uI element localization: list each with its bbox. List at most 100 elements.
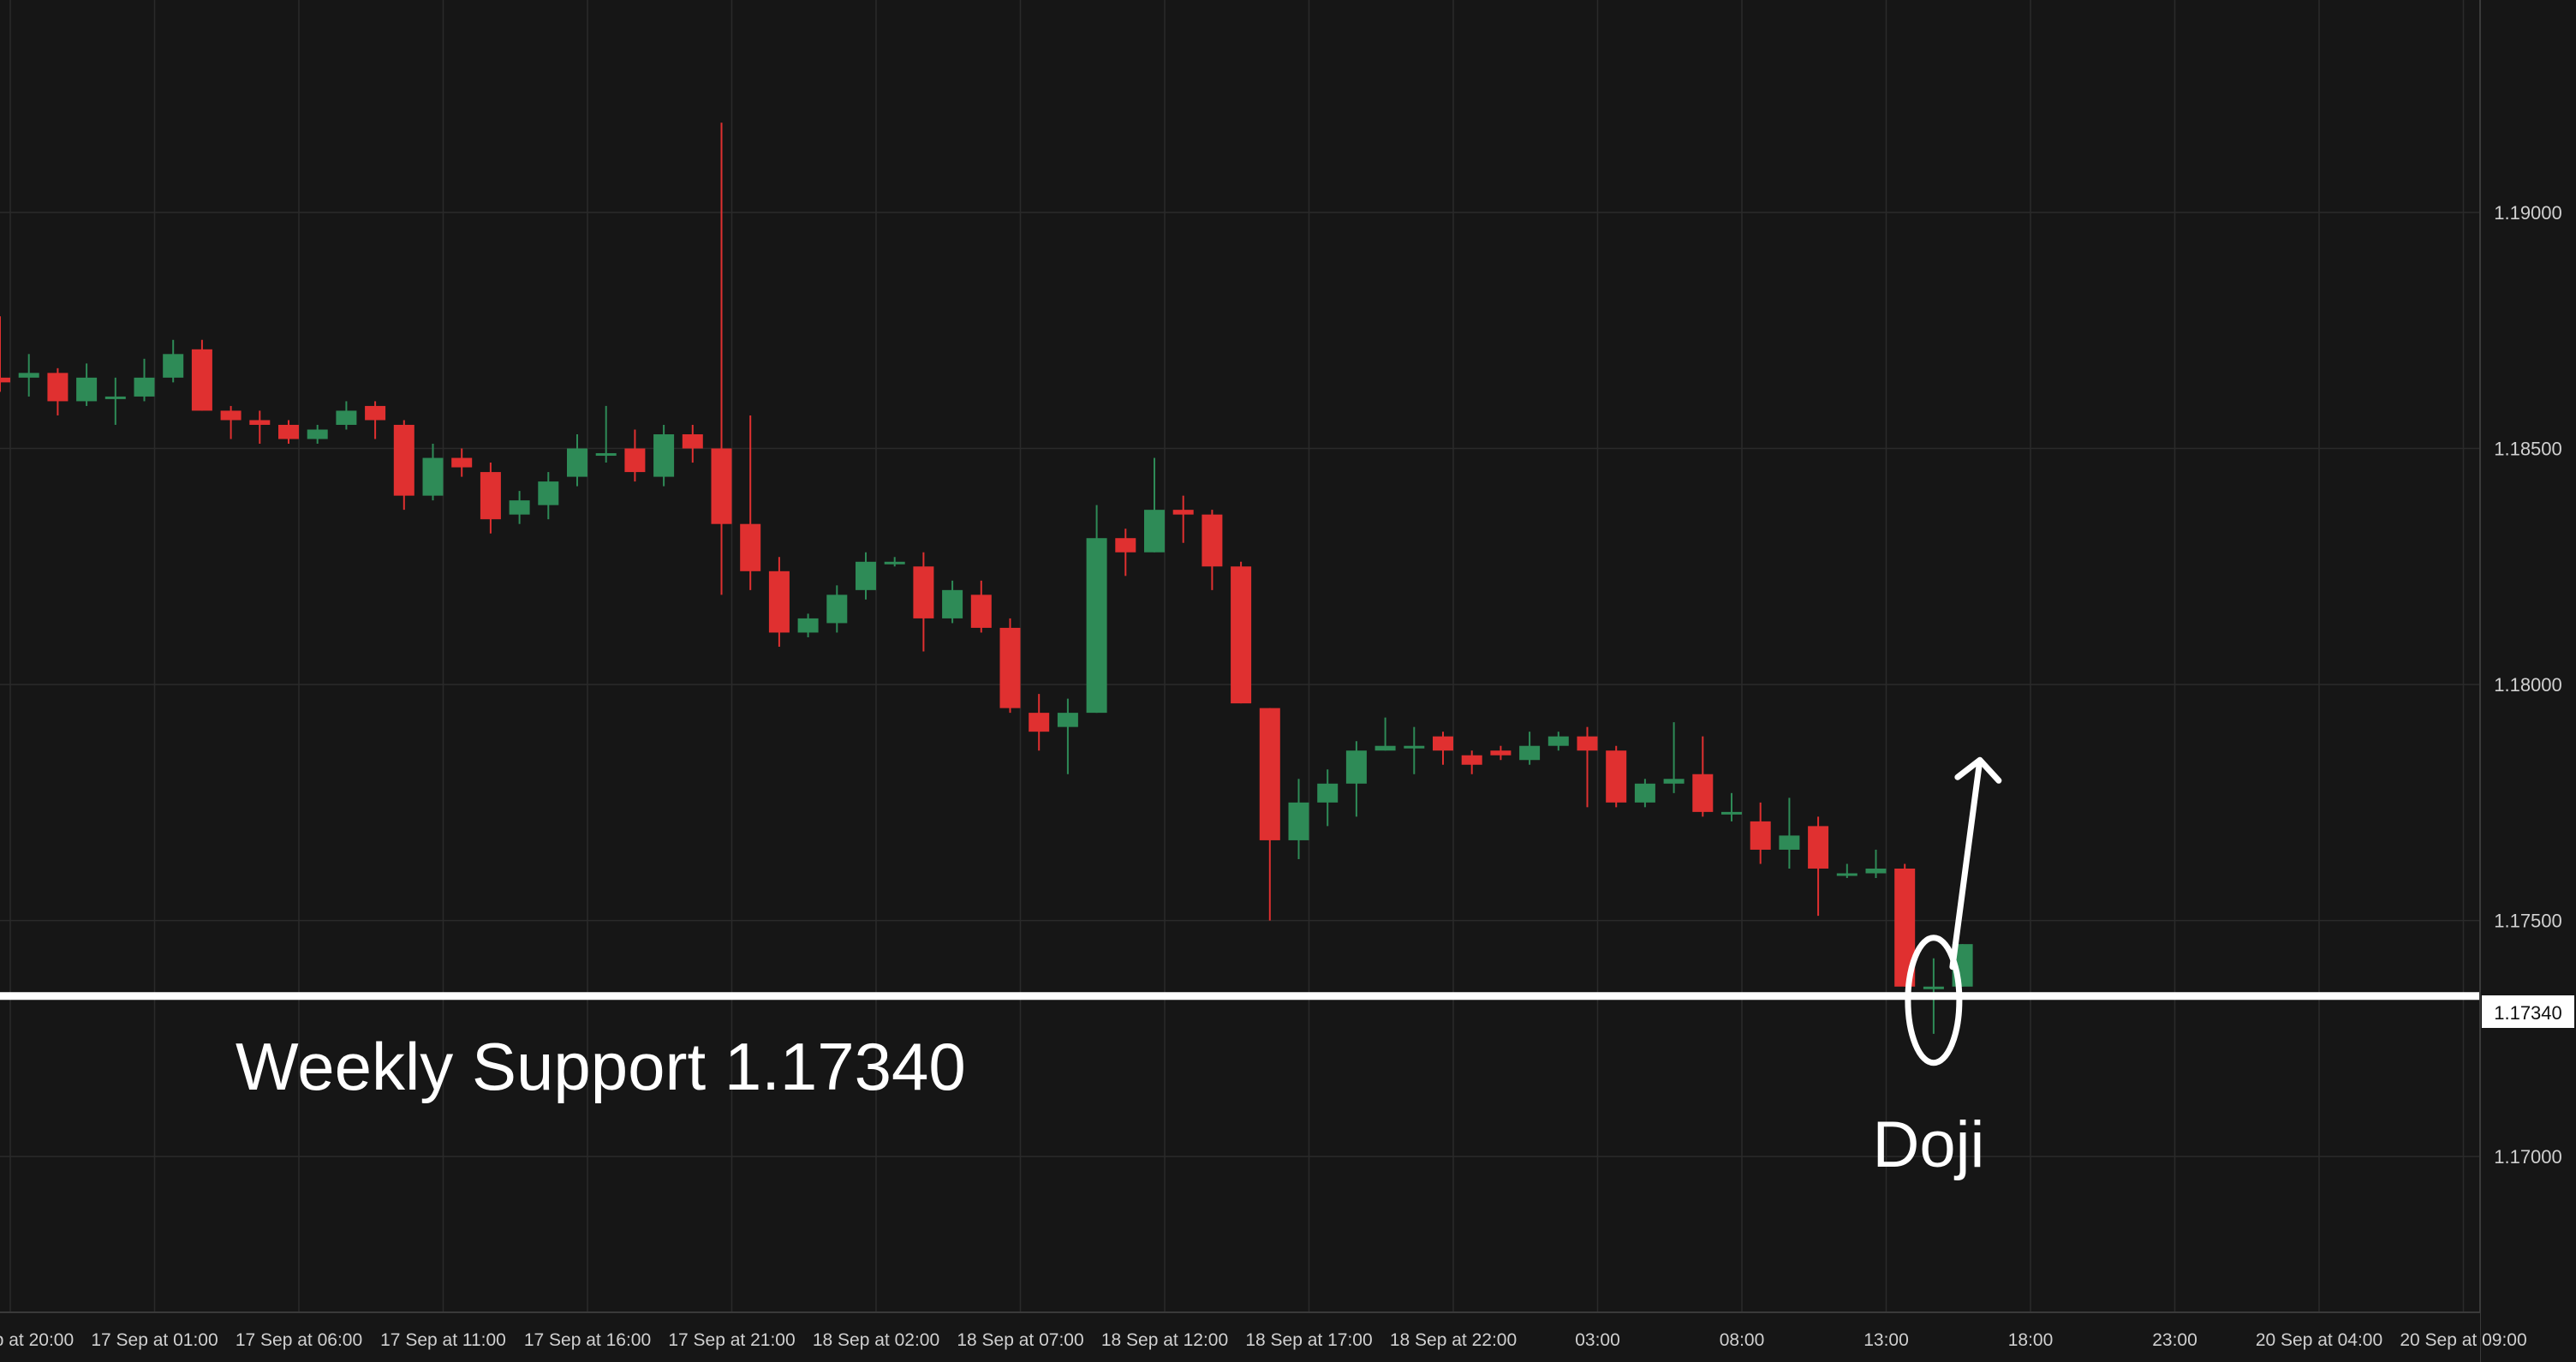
candle-body [1750,821,1771,850]
x-axis-background [0,1312,2480,1362]
candle [942,580,963,624]
candle-body [1404,745,1425,749]
x-tick-label: 20 Sep at 09:00 [2400,1330,2526,1350]
candle-body [653,433,675,477]
candle [1721,792,1742,821]
candle-body [856,561,876,590]
doji-label: Doji [1872,1108,1984,1181]
doji-highlight-ellipse [1905,935,1963,1066]
candle [76,363,98,406]
support-price-tag-text: 1.17340 [2494,1002,2562,1024]
candle-body [134,377,155,397]
candle [220,405,242,439]
candle [913,552,934,652]
candle [624,429,646,482]
candle [826,585,848,633]
candle [1086,505,1107,714]
candle-body [1519,745,1541,761]
candle [1750,802,1771,864]
y-tick-label: 1.17500 [2494,911,2562,932]
candle [682,424,703,463]
candle [1172,495,1194,543]
x-tick-label: 03:00 [1575,1330,1620,1350]
candle-body [1115,538,1136,553]
candle [1808,816,1829,917]
y-tick-label: 1.17000 [2494,1146,2562,1168]
x-tick-label: 17 Sep at 01:00 [91,1330,218,1350]
candle [768,557,790,647]
x-tick-label: 17 Sep at 21:00 [668,1330,795,1350]
candle-body [1374,745,1396,751]
x-tick-label: 17 Sep at 20:00 [0,1330,74,1350]
candle-body [826,594,848,624]
candle [480,463,501,534]
candle [1461,750,1482,774]
candle [1490,745,1512,761]
candle-body [104,396,126,399]
candle [336,401,357,430]
x-tick-label: 17 Sep at 06:00 [236,1330,362,1350]
candle [1057,698,1078,774]
y-tick-label: 1.18500 [2494,439,2562,460]
annotations-layer: Weekly Support 1.17340 Doji [0,756,2480,1181]
y-tick-labels: 1.17000 1.17500 1.18000 1.18500 1.19000 [2494,202,2562,1168]
candle [884,557,905,567]
candle [365,401,386,439]
x-tick-label: 18 Sep at 22:00 [1390,1330,1517,1350]
candle-body [1461,755,1482,765]
candle [1836,863,1857,879]
candle-body [509,500,530,515]
x-tick-label: 18 Sep at 17:00 [1245,1330,1372,1350]
candle [0,316,10,392]
candle-body [1317,783,1339,803]
candle [1865,849,1887,879]
candle [249,410,271,445]
candle-body [393,424,414,496]
candle-body [1259,708,1280,840]
candle-body [1144,510,1165,553]
candle-body [884,561,905,565]
x-tick-label: 17 Sep at 16:00 [524,1330,651,1350]
candle [1663,722,1685,793]
candle [1317,769,1339,827]
candle [1029,694,1050,751]
candle-body [1345,750,1367,784]
candle-body [567,448,587,477]
support-price-tag [2482,995,2574,1028]
candle-body [47,373,69,402]
candle-body [624,448,646,473]
candle [595,405,617,463]
candle-body [249,420,271,425]
y-tick-label: 1.18000 [2494,674,2562,696]
y-tick-label: 1.19000 [2494,202,2562,224]
candle-body [1836,873,1857,876]
candle [740,415,761,590]
candle [1144,457,1165,553]
candle-body [1288,802,1309,840]
candle [1202,510,1223,590]
candle [163,339,184,383]
x-tick-label: 18:00 [2008,1330,2054,1350]
candle-body [1923,986,1944,989]
candle-body [711,448,732,524]
x-tick-label: 08:00 [1720,1330,1765,1350]
candle [509,491,530,524]
candle-body [451,457,473,468]
candle [104,377,126,425]
candle-body [0,377,10,383]
candle-body [1433,736,1453,751]
candle-body [1057,713,1078,727]
y-axis: 1.17000 1.17500 1.18000 1.18500 1.19000 1.17… [2479,0,2576,1362]
candle-body [682,433,703,449]
candle-body [1634,783,1655,803]
candle-body [480,472,501,520]
candle [1374,717,1396,751]
candle [1577,726,1598,808]
candle-body [913,566,934,618]
candle [1692,736,1714,817]
candle [1115,529,1136,576]
x-tick-label: 13:00 [1863,1330,1909,1350]
candle [1606,745,1627,808]
candle-body [1202,514,1223,567]
